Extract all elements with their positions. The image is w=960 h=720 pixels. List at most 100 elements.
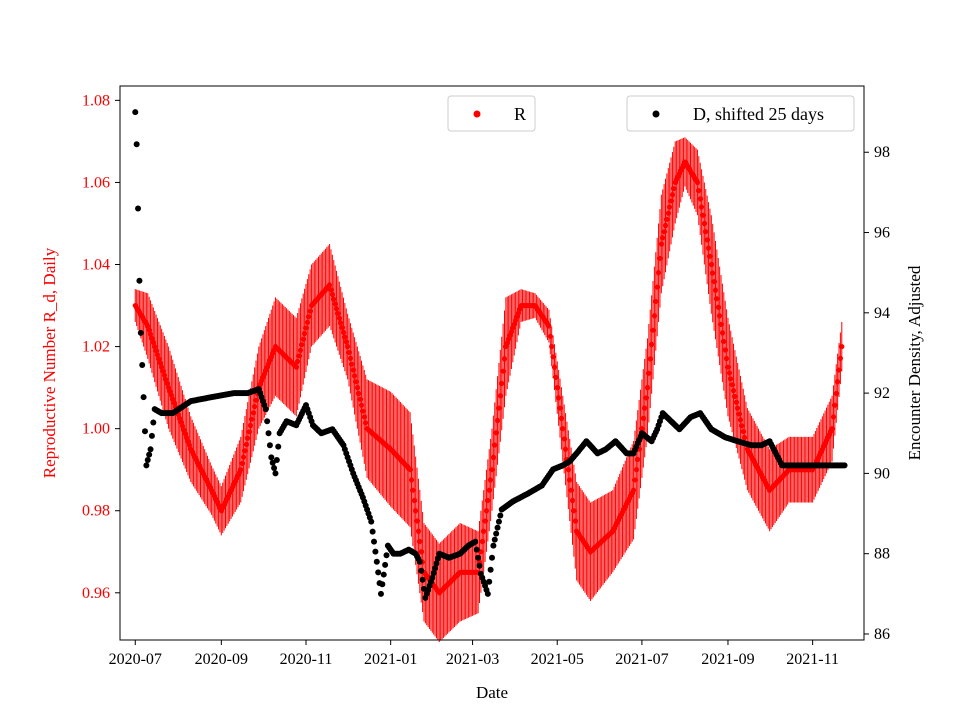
r-point [242,448,248,454]
r-point [654,284,660,290]
d-point [416,558,423,565]
r-point [669,192,676,198]
r-point [649,341,655,348]
r-point [655,270,662,276]
r-point [567,477,573,483]
r-point [561,436,567,442]
r-point [347,355,354,361]
d-point [369,528,376,535]
r-point [252,403,258,410]
r-point [499,380,505,387]
r-point [247,422,254,429]
y-right-tick-label: 86 [874,626,890,643]
r-point [553,374,559,380]
d-point [841,462,848,469]
r-point [338,320,344,326]
r-point [342,334,348,340]
r-point [245,435,251,441]
d-point [382,561,389,568]
r-point [296,353,302,359]
r-point [729,382,735,388]
y-right-tick-label: 90 [874,465,890,482]
r-point [360,408,366,414]
r-point [152,343,158,350]
r-point [549,343,555,350]
r-point [153,348,159,354]
d-point [493,530,500,537]
d-point [262,406,269,413]
y-left-tick-label: 1.02 [82,339,110,356]
r-point [642,405,648,411]
r-point [160,368,166,374]
r-point [363,420,369,426]
r-point [558,415,565,421]
r-point [705,245,712,251]
x-tick-label: 2021-11 [786,651,839,668]
d-point [491,536,498,543]
d-point [484,590,491,597]
x-tick-label: 2020-07 [109,651,162,668]
plot-frame [119,85,865,641]
y-right-tick-label: 98 [874,144,890,161]
r-point [701,220,707,227]
r-point [730,387,737,394]
d-point [373,558,380,565]
d-point [144,457,151,464]
r-point [349,361,355,367]
r-point [829,426,835,432]
r-point [250,410,256,416]
r-point [239,460,245,466]
d-point [375,569,382,576]
r-point [572,518,578,524]
d-point [132,109,139,116]
d-point [476,562,483,569]
r-point [483,508,490,514]
d-point [430,569,437,576]
x-tick-label: 2021-03 [446,651,499,668]
r-point [354,385,360,391]
d-point [148,432,155,439]
r-point [721,338,727,345]
d-point [275,443,282,450]
d-point [419,576,426,583]
r-point [723,355,730,362]
d-point [495,518,502,525]
d-point [490,542,497,549]
r-point [240,454,247,460]
r-point [665,210,671,216]
d-point [371,538,378,545]
r-point [300,336,306,342]
r-point [707,253,713,259]
r-point [718,321,724,327]
r-point [698,204,705,210]
r-point [732,393,738,400]
d-point [147,446,154,453]
legend-d-label: D, shifted 25 days [693,104,824,124]
legend-d-marker [652,110,660,118]
d-point [380,571,387,578]
r-point [159,364,165,370]
r-point [492,442,498,448]
r-point [837,355,844,361]
r-point [156,356,162,362]
r-point [554,385,560,391]
r-point [253,397,259,403]
r-point [568,487,574,493]
d-point [139,362,146,369]
r-point [650,327,656,333]
d-point [418,567,425,574]
d-point [133,141,140,148]
r-point [733,399,739,405]
r-point [501,356,508,362]
r-point [671,185,677,192]
r-point [667,204,673,210]
d-point [434,555,441,562]
r-point [297,347,304,353]
r-point [332,301,338,307]
legend-r-frame [447,95,536,132]
r-point [410,487,416,493]
r-point [661,229,667,235]
y-left-tick-label: 0.96 [82,585,110,602]
d-point [135,205,142,212]
r-point [739,423,745,429]
